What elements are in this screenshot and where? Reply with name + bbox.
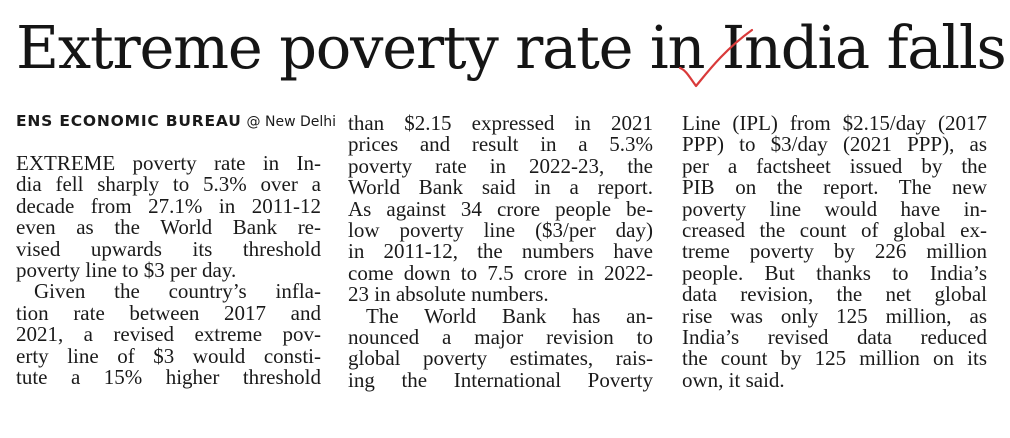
text-line: than $2.15 expressed in 2021: [348, 111, 653, 135]
text-line: creased the count of global ex-: [682, 217, 987, 242]
byline: ENS ECONOMIC BUREAU @ New Delhi: [16, 111, 336, 132]
headline: Extreme poverty rate in India falls: [16, 13, 1007, 82]
text-line: erty line of $3 would consti-: [16, 343, 321, 368]
text-line: vised upwards its threshold: [16, 236, 321, 261]
text-line: EXTREME poverty rate in In-: [16, 151, 321, 175]
text-line: PPP) to $3/day (2021 PPP), as: [682, 132, 987, 157]
text-line: poverty rate in 2022-23, the: [348, 153, 653, 178]
text-line: per a factsheet issued by the: [682, 153, 987, 178]
text-line: low poverty line ($3/per day): [348, 217, 653, 242]
text-line: ing the International Poverty: [348, 367, 653, 392]
text-line: World Bank said in a report.: [348, 175, 653, 200]
text-line: even as the World Bank re-: [16, 215, 321, 240]
text-line: Given the country’s infla-: [34, 279, 321, 304]
handwritten-tick-mark: [678, 28, 754, 88]
text-line: As against 34 crore people be-: [348, 196, 653, 221]
byline-place: @ New Delhi: [246, 114, 337, 130]
text-line: poverty line to $3 per day.: [16, 257, 237, 282]
text-line: own, it said.: [682, 367, 785, 392]
text-line: 23 in absolute numbers.: [348, 282, 549, 307]
text-line: dia fell sharply to 5.3% over a: [16, 172, 321, 197]
byline-bureau: ENS ECONOMIC BUREAU: [16, 112, 242, 130]
text-line: tute a 15% higher threshold: [16, 364, 321, 389]
text-line: nounced a major revision to: [348, 324, 653, 349]
text-line: The World Bank has an-: [366, 303, 653, 328]
text-line: India’s revised data reduced: [682, 324, 987, 349]
text-line: 2021, a revised extreme pov-: [16, 322, 321, 347]
text-line: rise was only 125 million, as: [682, 303, 987, 328]
text-line: prices and result in a 5.3%: [348, 132, 653, 157]
text-line: people. But thanks to India’s: [682, 260, 987, 285]
text-line: decade from 27.1% in 2011-12: [16, 193, 321, 218]
article-column-2: than $2.15 expressed in 2021 prices and …: [348, 111, 653, 392]
text-line: treme poverty by 226 million: [682, 239, 987, 264]
text-line: tion rate between 2017 and: [16, 300, 321, 325]
text-line: global poverty estimates, rais-: [348, 346, 653, 371]
text-line: in 2011-12, the numbers have: [348, 239, 653, 264]
text-line: PIB on the report. The new: [682, 175, 987, 200]
text-line: the count by 125 million on its: [682, 346, 987, 371]
article-column-1: EXTREME poverty rate in In- dia fell sha…: [16, 151, 321, 389]
text-line: data revision, the net global: [682, 282, 987, 307]
article-column-3: Line (IPL) from $2.15/day (2017 PPP) to …: [682, 111, 987, 392]
text-line: poverty line would have in-: [682, 196, 987, 221]
text-line: Line (IPL) from $2.15/day (2017: [682, 111, 987, 135]
text-line: come down to 7.5 crore in 2022-: [348, 260, 653, 285]
